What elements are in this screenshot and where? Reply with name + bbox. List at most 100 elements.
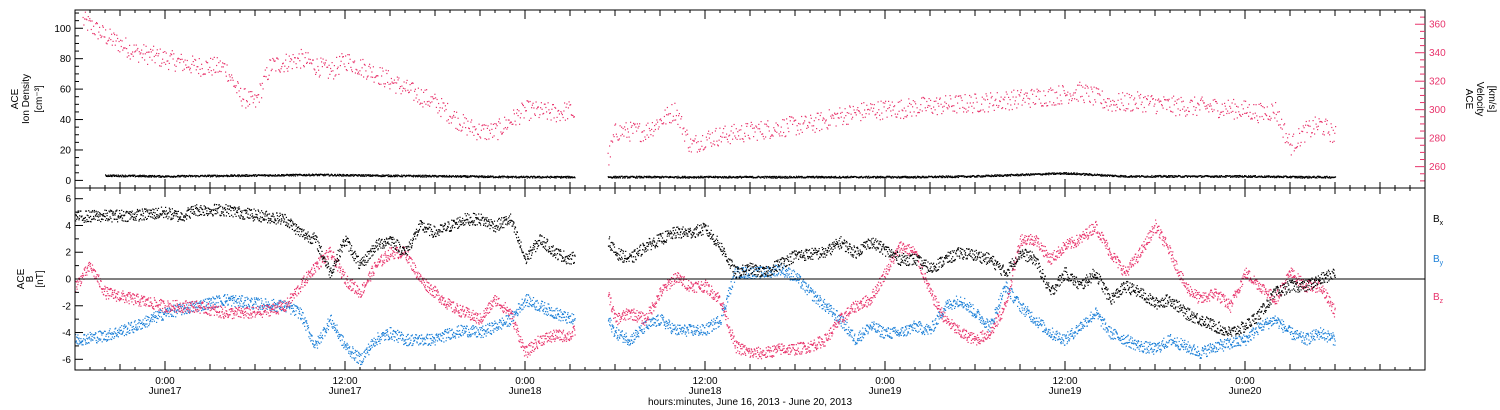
velocity-series-point bbox=[925, 110, 927, 112]
top-right-ylabel-line3: [km/s] bbox=[1486, 86, 1497, 113]
ion-density-series-point bbox=[353, 174, 355, 177]
velocity-series-point bbox=[206, 61, 208, 64]
top-left-ylabel-line1: ACE bbox=[10, 88, 21, 109]
ion-density-series-point bbox=[139, 174, 141, 176]
ion-density-series-point bbox=[264, 175, 266, 177]
ion-density-series-point bbox=[546, 177, 548, 179]
ion-density-series-point bbox=[1239, 175, 1242, 177]
ion-density-series-point bbox=[750, 176, 752, 178]
ion-density-series-point bbox=[479, 175, 481, 177]
ion-density-series-point bbox=[1030, 173, 1032, 175]
ion-density-series-point bbox=[1296, 176, 1298, 178]
ion-density-series-point bbox=[1229, 175, 1231, 177]
ion-density-series-point bbox=[1219, 176, 1221, 178]
velocity-series-point bbox=[1128, 93, 1130, 96]
velocity-series-point bbox=[256, 96, 258, 99]
velocity-series-point bbox=[191, 63, 193, 65]
ion-density-series-point bbox=[887, 175, 889, 177]
velocity-series-point bbox=[209, 66, 211, 68]
velocity-series-point bbox=[228, 80, 230, 82]
ion-density-series-point bbox=[452, 175, 454, 177]
ion-density-series-point bbox=[423, 176, 425, 178]
ion-density-series-point bbox=[159, 175, 161, 177]
velocity-series-point bbox=[443, 102, 445, 104]
velocity-series-point bbox=[1041, 105, 1043, 107]
velocity-series-point bbox=[314, 69, 316, 71]
ion-density-series-point bbox=[1045, 174, 1047, 176]
ion-density-series-point bbox=[820, 177, 822, 179]
ion-density-series-point bbox=[352, 174, 354, 176]
ion-density-series-point bbox=[336, 174, 338, 176]
velocity-series-point bbox=[186, 59, 188, 62]
velocity-series-point bbox=[726, 133, 728, 135]
ion-density-series-point bbox=[830, 176, 832, 178]
velocity-series-point bbox=[158, 53, 160, 55]
velocity-series-point bbox=[439, 107, 441, 109]
ion-density-series-point bbox=[736, 177, 738, 179]
ion-density-series-point bbox=[381, 176, 383, 178]
velocity-series-point bbox=[310, 62, 312, 64]
ion-density-series-point bbox=[1272, 176, 1274, 178]
ion-density-series-point bbox=[1128, 176, 1130, 178]
ion-density-series-point bbox=[405, 175, 407, 177]
ion-density-series-point bbox=[727, 177, 729, 179]
velocity-series-point bbox=[949, 95, 951, 97]
velocity-series-point bbox=[255, 106, 257, 108]
velocity-series-point bbox=[288, 55, 290, 57]
by-series-point bbox=[103, 339, 105, 341]
velocity-series-point bbox=[1065, 95, 1067, 97]
velocity-series-point bbox=[618, 138, 620, 140]
velocity-series-point bbox=[337, 66, 339, 68]
ion-density-series-point bbox=[716, 176, 718, 178]
velocity-series-point bbox=[257, 94, 259, 96]
ion-density-series-point bbox=[1003, 175, 1005, 177]
by-series-point bbox=[86, 337, 88, 339]
velocity-series-point bbox=[1290, 154, 1292, 156]
velocity-series-point bbox=[932, 112, 934, 114]
velocity-series-point bbox=[1047, 105, 1049, 107]
velocity-series-point bbox=[1262, 106, 1264, 108]
velocity-series-point bbox=[883, 106, 885, 108]
ion-density-series-point bbox=[569, 176, 571, 178]
velocity-series-point bbox=[691, 143, 693, 145]
velocity-series-point bbox=[511, 123, 513, 125]
ion-density-series-point bbox=[640, 176, 642, 178]
velocity-series-point bbox=[371, 71, 373, 73]
ion-density-series-point bbox=[871, 176, 873, 178]
velocity-series-point bbox=[508, 119, 510, 121]
velocity-series-point bbox=[542, 113, 544, 115]
ion-density-series-point bbox=[338, 175, 340, 177]
velocity-series-point bbox=[1264, 113, 1266, 115]
ion-density-series-point bbox=[1182, 175, 1184, 177]
velocity-series-point bbox=[510, 121, 512, 123]
velocity-series-point bbox=[1121, 102, 1123, 104]
velocity-series-point bbox=[1168, 98, 1170, 100]
velocity-series-point bbox=[864, 116, 866, 118]
velocity-series-point bbox=[354, 60, 356, 62]
velocity-series-point bbox=[201, 63, 203, 65]
ion-density-series-point bbox=[324, 175, 326, 177]
velocity-series-point bbox=[362, 58, 364, 61]
velocity-series-point bbox=[1323, 131, 1325, 133]
velocity-series-point bbox=[467, 120, 469, 122]
ion-density-series-point bbox=[1236, 175, 1238, 177]
ion-density-series-point bbox=[669, 175, 671, 178]
velocity-series-point bbox=[428, 100, 430, 102]
velocity-series-point bbox=[363, 63, 365, 65]
velocity-series-point bbox=[493, 135, 495, 137]
velocity-series-point bbox=[377, 75, 379, 77]
velocity-series-point bbox=[351, 69, 353, 71]
velocity-series-point bbox=[1238, 111, 1240, 113]
velocity-series-point bbox=[681, 133, 683, 135]
ion-density-series-point bbox=[1206, 175, 1208, 177]
by-series-point bbox=[197, 310, 199, 312]
velocity-series-point bbox=[570, 114, 572, 116]
ion-density-series-point bbox=[253, 175, 256, 177]
velocity-series-point bbox=[868, 113, 870, 115]
velocity-series-point bbox=[1177, 108, 1179, 110]
ion-density-series-point bbox=[916, 176, 918, 178]
ion-density-series-point bbox=[627, 176, 630, 178]
velocity-series-point bbox=[1145, 111, 1147, 113]
velocity-series-point bbox=[654, 125, 656, 127]
velocity-series-point bbox=[304, 57, 306, 59]
